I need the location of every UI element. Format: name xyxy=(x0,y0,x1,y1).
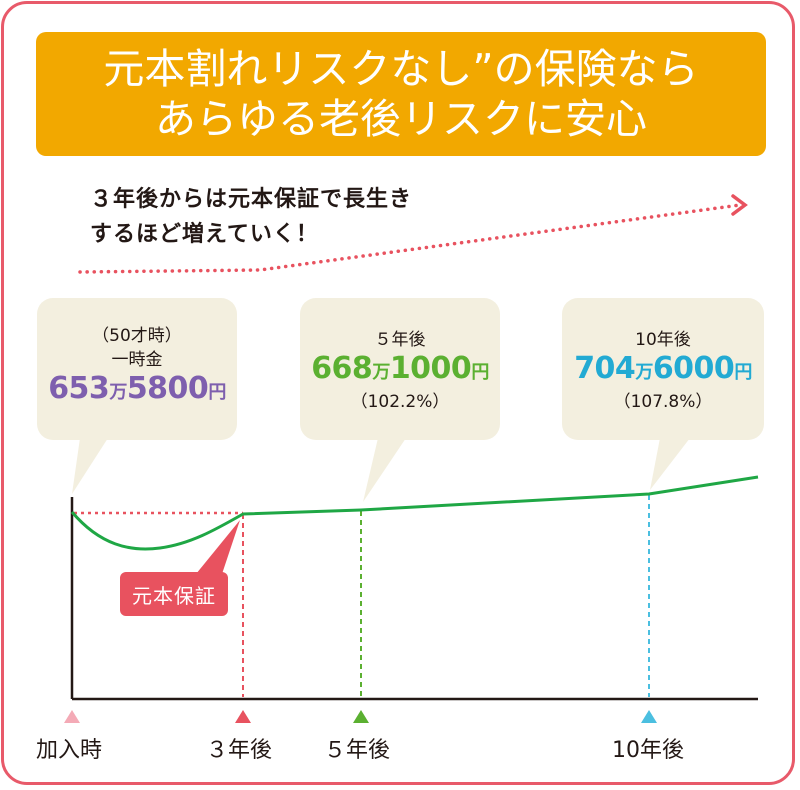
principal-guarantee-badge: 元本保証 xyxy=(120,572,228,616)
x-label-10yr: 10年後 xyxy=(612,738,684,763)
callout-10yr: 10年後 704万6000円 （107.8%） xyxy=(562,298,764,440)
marker-5yr-icon xyxy=(353,710,369,723)
bubble-tail-2 xyxy=(363,438,406,502)
headline-banner: 元本割れリスクなし”の保険なら あらゆる老後リスクに安心 xyxy=(36,32,766,156)
callout-5yr: ５年後 668万1000円 （102.2%） xyxy=(300,298,500,440)
subtitle: ３年後からは元本保証で長生き するほど増えていく！ xyxy=(90,182,412,252)
bubble-tail-1 xyxy=(72,438,108,494)
marker-10yr-icon xyxy=(641,710,657,723)
callout-start: （50才時） 一時金 653万5800円 xyxy=(37,298,237,440)
marker-start-icon xyxy=(64,710,80,723)
guarantee-tail xyxy=(196,520,240,574)
value-line xyxy=(70,475,759,551)
callout-10yr-amount: 704万6000円 xyxy=(574,351,752,386)
headline-line-2: あらゆる老後リスクに安心 xyxy=(155,95,647,143)
subtitle-line-1: ３年後からは元本保証で長生き xyxy=(90,187,413,212)
subtitle-line-2: するほど増えていく！ xyxy=(90,222,319,247)
callout-10yr-label: 10年後 xyxy=(635,330,691,350)
callout-start-amount: 653万5800円 xyxy=(48,371,226,406)
callout-5yr-pct: （102.2%） xyxy=(350,392,450,412)
callout-10yr-pct: （107.8%） xyxy=(613,392,713,412)
headline-line-1: 元本割れリスクなし”の保険なら xyxy=(103,45,699,93)
x-label-3yr: ３年後 xyxy=(206,738,273,763)
bubble-tail-3 xyxy=(650,438,690,490)
callout-start-age: （50才時） xyxy=(92,326,182,346)
x-label-5yr: ５年後 xyxy=(324,738,391,763)
marker-3yr-icon xyxy=(235,710,251,723)
callout-start-label: 一時金 xyxy=(111,350,163,370)
callout-5yr-label: ５年後 xyxy=(374,330,426,350)
trend-dotted-line xyxy=(78,203,742,274)
x-label-start: 加入時 xyxy=(36,738,103,763)
callout-5yr-amount: 668万1000円 xyxy=(311,351,489,386)
arrow-head-icon xyxy=(731,194,748,216)
